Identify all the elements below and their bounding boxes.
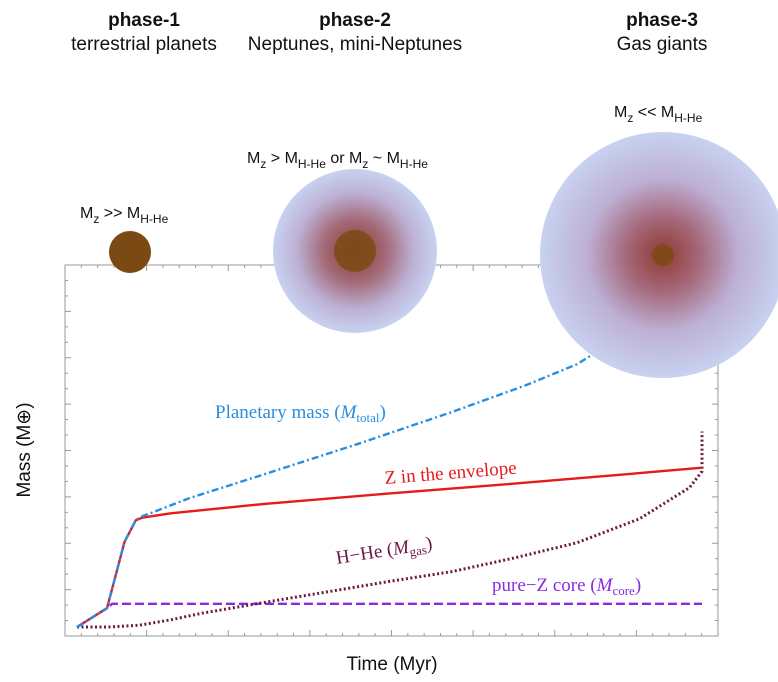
phase-3-relation: Mz << MH-He — [614, 104, 703, 125]
gas-giant-core — [652, 244, 674, 266]
y-axis-title: Mass (M⊕) — [14, 402, 35, 497]
total-mass-label: Planetary mass (Mtotal) — [215, 402, 386, 425]
phase-1-heading: phase-1 terrestrial planets — [24, 9, 264, 57]
pure-core-label: pure−Z core (Mcore) — [492, 575, 641, 598]
phase-1-subtitle: terrestrial planets — [71, 34, 217, 55]
phase-2-relation: Mz > MH-He or Mz ~ MH-He — [247, 150, 428, 171]
phase-2-title: phase-2 — [319, 10, 391, 31]
phase-3-heading: phase-3 Gas giants — [542, 9, 778, 57]
series-core-line — [76, 602, 702, 629]
x-axis-title: Time (Myr) — [346, 654, 437, 675]
hhe-label: H−He (Mgas) — [334, 533, 434, 571]
terrestrial-planet-core — [109, 231, 151, 273]
phase-1-title: phase-1 — [108, 10, 180, 31]
phase-2-subtitle: Neptunes, mini-Neptunes — [247, 34, 463, 55]
phase-1-relation: Mz >> MH-He — [80, 205, 169, 226]
neptune-core — [334, 230, 376, 272]
series-hhe-line — [77, 431, 704, 629]
phase-2-heading: phase-2 Neptunes, mini-Neptunes — [235, 9, 475, 57]
phase-3-subtitle: Gas giants — [616, 34, 708, 55]
phase-3-title: phase-3 — [626, 10, 698, 31]
